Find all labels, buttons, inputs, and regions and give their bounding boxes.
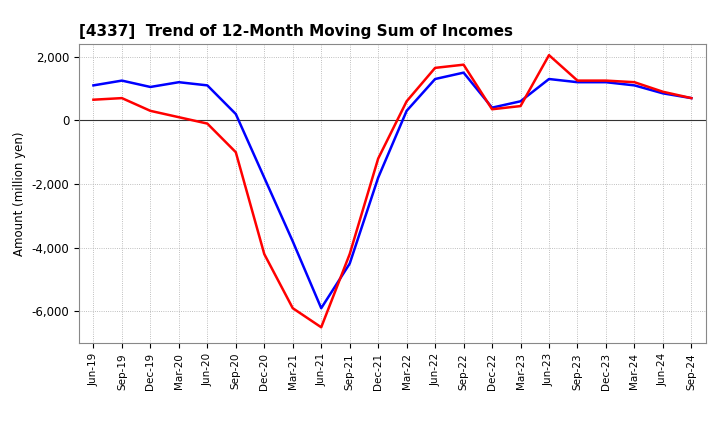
Ordinary Income [374,175,382,180]
Ordinary Income [431,77,439,82]
Ordinary Income [232,111,240,117]
Ordinary Income [487,105,496,110]
Text: [4337]  Trend of 12-Month Moving Sum of Incomes: [4337] Trend of 12-Month Moving Sum of I… [79,24,513,39]
Net Income [174,114,183,120]
Y-axis label: Amount (million yen): Amount (million yen) [13,132,26,256]
Ordinary Income [602,80,611,85]
Ordinary Income [516,99,525,104]
Net Income [203,121,212,126]
Net Income [402,99,411,104]
Ordinary Income [659,91,667,96]
Net Income [260,251,269,257]
Net Income [146,108,155,114]
Net Income [232,150,240,155]
Ordinary Income [346,261,354,266]
Ordinary Income [174,80,183,85]
Net Income [289,305,297,311]
Ordinary Income [687,95,696,101]
Ordinary Income [545,77,554,82]
Net Income [459,62,468,67]
Line: Net Income: Net Income [94,55,691,327]
Net Income [117,95,126,101]
Net Income [317,325,325,330]
Ordinary Income [289,239,297,244]
Net Income [487,106,496,112]
Ordinary Income [117,78,126,83]
Net Income [630,80,639,85]
Ordinary Income [203,83,212,88]
Ordinary Income [317,305,325,311]
Ordinary Income [630,83,639,88]
Ordinary Income [260,175,269,180]
Net Income [346,251,354,257]
Ordinary Income [402,108,411,114]
Net Income [431,65,439,70]
Net Income [89,97,98,103]
Ordinary Income [146,84,155,90]
Net Income [602,78,611,83]
Net Income [516,103,525,109]
Ordinary Income [573,80,582,85]
Net Income [659,89,667,95]
Ordinary Income [459,70,468,75]
Net Income [687,95,696,101]
Net Income [545,52,554,58]
Ordinary Income [89,83,98,88]
Line: Ordinary Income: Ordinary Income [94,73,691,308]
Net Income [374,156,382,161]
Net Income [573,78,582,83]
